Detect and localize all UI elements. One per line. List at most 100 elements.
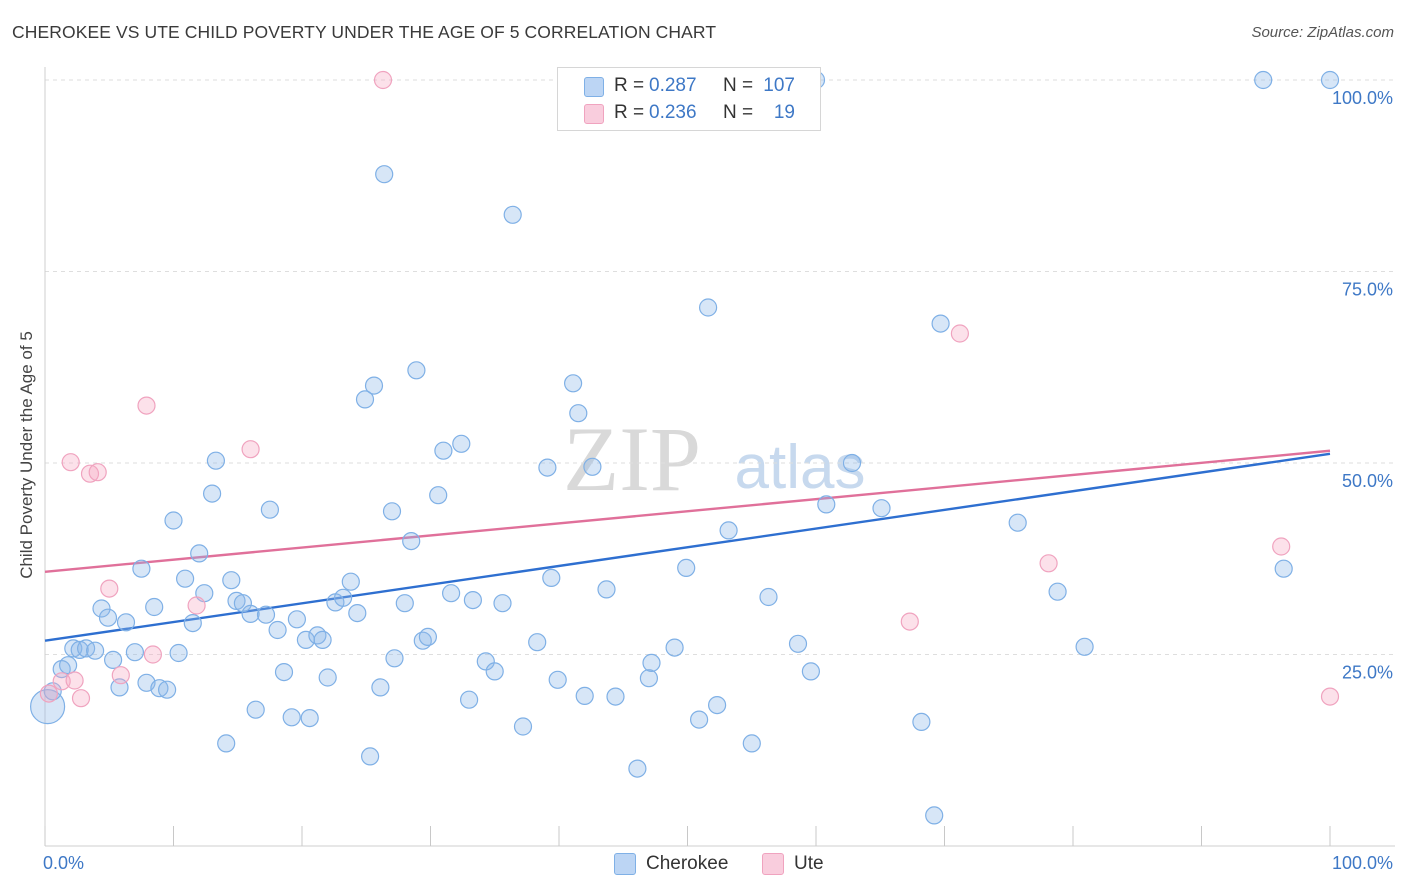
cherokee-point	[371, 678, 390, 697]
ute-point	[100, 579, 119, 598]
cherokee-point	[169, 643, 188, 663]
x-tick-labels: 0.0% 100.0%	[43, 853, 1393, 873]
cherokee-point	[485, 662, 504, 681]
cherokee-point	[759, 587, 778, 607]
legend-n-label: N =	[723, 75, 754, 96]
cherokee-point	[628, 759, 647, 778]
ute-point	[88, 463, 107, 482]
cherokee-point	[842, 453, 862, 473]
cherokee-point	[158, 680, 177, 699]
ute-point	[143, 645, 162, 664]
cherokee-point	[434, 441, 453, 460]
cherokee-point	[719, 521, 738, 540]
cherokee-point	[817, 495, 836, 514]
ute-point	[950, 324, 970, 343]
legend-n-value: 19	[773, 102, 795, 123]
cherokee-point	[318, 668, 337, 687]
cherokee-point	[334, 588, 353, 607]
cherokee-point	[348, 603, 367, 623]
chart-title: CHEROKEE VS UTE CHILD POVERTY UNDER THE …	[12, 22, 717, 42]
cherokee-point	[260, 500, 279, 519]
gridlines	[45, 79, 1395, 655]
cherokee-point	[355, 390, 375, 409]
cherokee-point	[542, 568, 561, 588]
cherokee-point	[463, 590, 482, 610]
cherokee-point	[190, 544, 209, 563]
cherokee-point	[442, 584, 461, 603]
cherokee-point	[222, 571, 241, 590]
ute-point	[137, 396, 156, 415]
cherokee-point	[689, 710, 709, 729]
ute-trend-line	[44, 449, 1331, 573]
cherokee-point	[382, 502, 402, 521]
source-note: Source: ZipAtlas.com	[1251, 24, 1394, 41]
cherokee-point	[203, 484, 222, 503]
cherokee-point	[528, 633, 547, 652]
watermark: ZIP atlas	[563, 408, 865, 510]
cherokee-point	[1008, 513, 1027, 532]
cherokee-point	[150, 679, 169, 698]
cherokee-point	[92, 599, 111, 618]
cherokee-point	[493, 594, 512, 613]
cherokee-swatch	[614, 853, 636, 875]
ute-point	[111, 666, 130, 685]
watermark-atlas: atlas	[735, 433, 866, 502]
cherokee-point	[1274, 559, 1293, 578]
cherokee-point	[116, 613, 136, 632]
cherokee-point	[241, 604, 260, 624]
cherokee-point	[606, 687, 625, 706]
cherokee-point	[548, 670, 567, 689]
cherokee-point	[164, 511, 183, 530]
legend-r-value: 0.236	[649, 102, 697, 123]
cherokee-point	[912, 712, 931, 732]
cherokee-point	[103, 650, 123, 670]
cherokee-point	[246, 700, 265, 719]
ute-point	[52, 672, 71, 691]
ute-point	[61, 453, 80, 472]
y-tick-labels: 25.0% 50.0% 75.0% 100.0%	[1332, 88, 1393, 683]
ute-point	[1272, 537, 1291, 556]
cherokee-point	[274, 662, 294, 682]
cherokee-point	[418, 627, 437, 647]
cherokee-point	[206, 451, 225, 470]
ute-point	[39, 684, 59, 703]
cherokee-point	[300, 708, 319, 728]
stats-legend: R = 0.287 N = 107 R = 0.236 N = 19	[557, 67, 821, 131]
series-legend: Cherokee Ute	[0, 852, 1406, 878]
cherokee-point	[503, 205, 522, 224]
ute-point	[900, 612, 919, 631]
cherokee-point	[563, 374, 583, 393]
cherokee-point	[1075, 637, 1094, 656]
cherokee-point	[282, 708, 301, 727]
ute-point	[80, 464, 100, 483]
cherokee-point	[575, 686, 594, 706]
x-tick-label: 0.0%	[43, 853, 84, 873]
ute-point	[1320, 687, 1340, 706]
ute-point	[65, 671, 84, 690]
ute-swatch	[762, 853, 784, 875]
cherokee-point	[707, 695, 727, 715]
cherokee-point	[642, 653, 661, 673]
ute-point	[373, 70, 393, 90]
cherokee-point	[145, 597, 164, 617]
cherokee-point	[1320, 70, 1340, 90]
cherokee-point	[402, 531, 421, 551]
cherokee-point	[313, 630, 332, 650]
cherokee-point	[583, 457, 602, 476]
cherokee-point	[125, 643, 144, 662]
cherokee-point	[665, 638, 684, 657]
cherokee-point	[64, 639, 83, 658]
axes	[44, 67, 1395, 847]
cherokee-point	[801, 662, 821, 681]
cherokee-point	[341, 572, 360, 591]
legend-r-label: R =	[614, 102, 645, 123]
watermark-zip: ZIP	[563, 408, 701, 510]
cherokee-point	[538, 458, 557, 477]
cherokee-swatch	[584, 77, 604, 97]
cherokee-point	[268, 620, 287, 640]
legend-label-cherokee: Cherokee	[646, 853, 729, 874]
ute-point	[187, 596, 206, 615]
cherokee-point	[1048, 582, 1067, 601]
cherokee-point	[256, 605, 276, 624]
